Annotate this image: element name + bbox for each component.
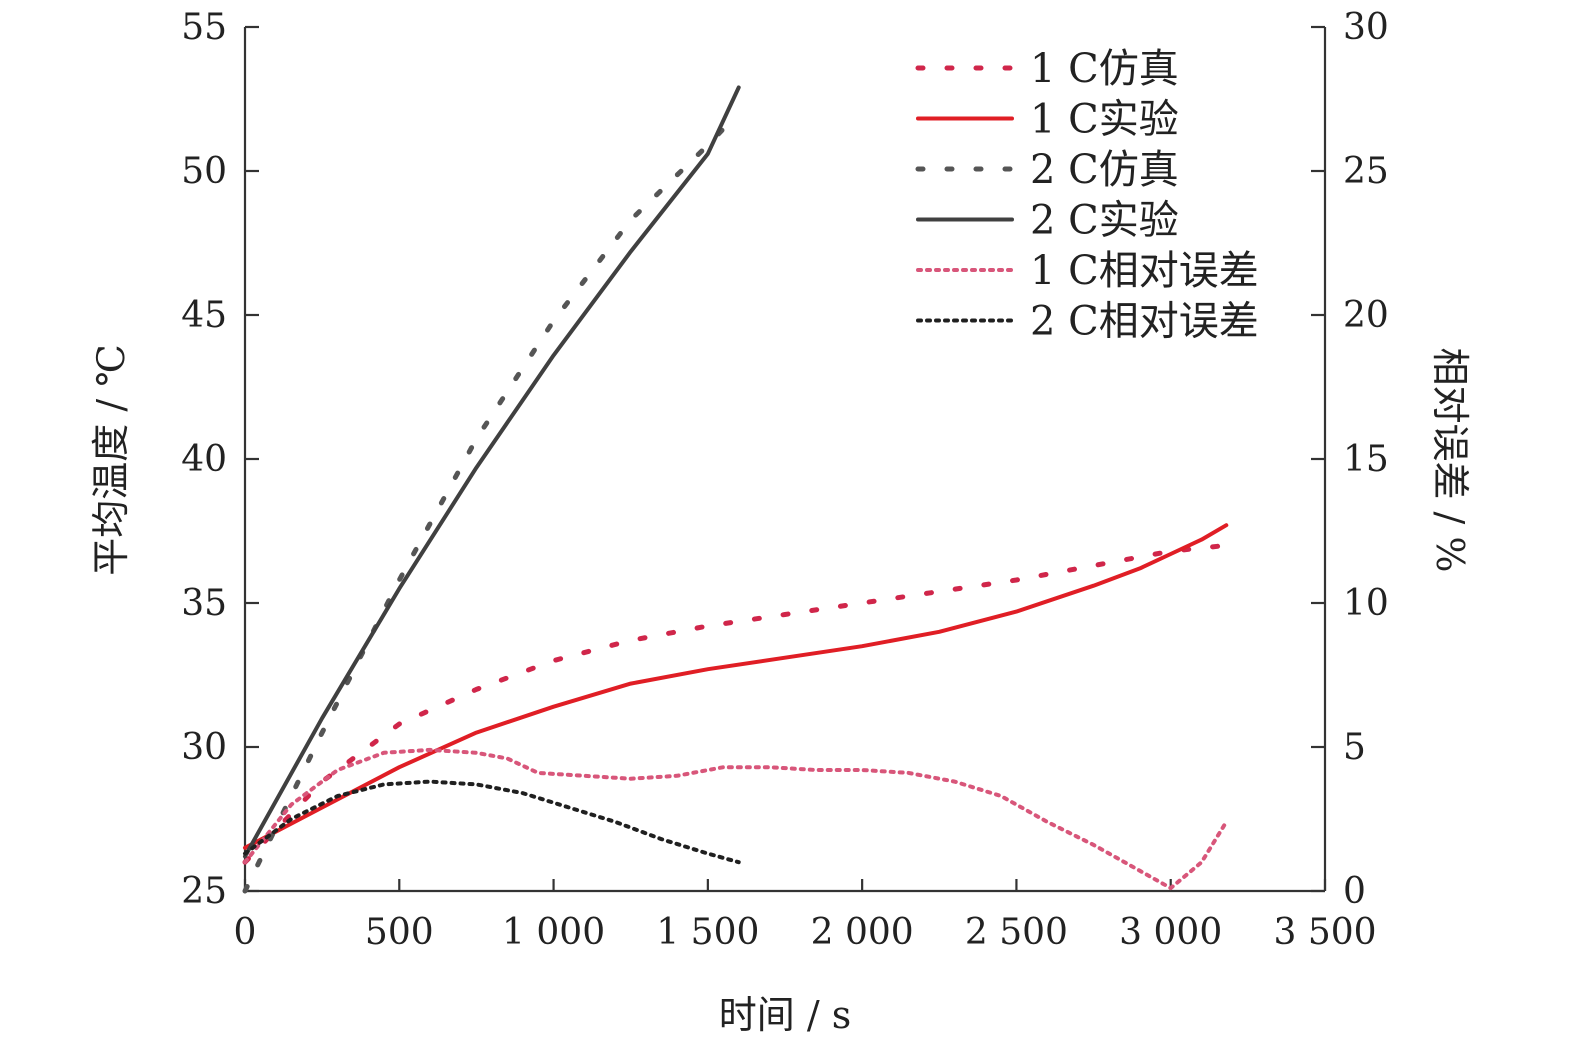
y-left-tick-label: 45 (181, 295, 227, 336)
y-left-tick-label: 55 (181, 7, 227, 48)
series-line-2 (243, 523, 1229, 850)
y-right-tick-label: 0 (1343, 871, 1366, 912)
y-left-tick-label: 50 (181, 151, 227, 192)
x-tick-label: 3 000 (1119, 912, 1222, 953)
legend-label-6: 2 C相对误差 (1030, 299, 1259, 345)
y-axis-left-title: 平均温度 / ℃ (89, 344, 133, 575)
x-tick-label: 2 000 (811, 912, 914, 953)
legend-label-3: 2 C仿真 (1030, 147, 1179, 193)
axes: 0 500 1 000 1 500 2 000 2 500 3 000 3 500253035… (181, 7, 1389, 953)
series-line-1 (242, 542, 1229, 865)
x-tick-label: 1 500 (656, 912, 759, 953)
series-line-3 (242, 116, 735, 894)
x-tick-label: 2 500 (965, 912, 1068, 953)
y-axis-right-title: 相对误差 / % (1428, 347, 1472, 572)
series-layer (242, 85, 1229, 894)
y-right-tick-label: 20 (1343, 295, 1389, 336)
legend-label-1: 1 C仿真 (1030, 46, 1179, 92)
legend-label-4: 2 C实验 (1030, 198, 1179, 244)
series-line-6 (243, 779, 741, 865)
y-left-tick-label: 40 (181, 439, 227, 480)
y-left-tick-label: 30 (181, 727, 227, 768)
y-left-tick-label: 25 (181, 871, 227, 912)
y-right-tick-label: 25 (1343, 151, 1389, 192)
legend-label-5: 1 C相对误差 (1030, 248, 1259, 294)
x-axis-title: 时间 / s (719, 993, 851, 1037)
series-line-5 (243, 747, 1229, 891)
x-tick-label: 1 000 (502, 912, 605, 953)
y-right-tick-label: 30 (1343, 7, 1389, 48)
y-left-tick-label: 35 (181, 583, 227, 624)
y-right-tick-label: 15 (1343, 439, 1389, 480)
y-right-tick-label: 5 (1343, 727, 1366, 768)
x-tick-label: 0 (234, 912, 257, 953)
series-line-4 (243, 85, 741, 859)
legend-label-2: 1 C实验 (1030, 97, 1179, 143)
x-tick-label: 3 500 (1273, 912, 1376, 953)
y-right-tick-label: 10 (1343, 583, 1389, 624)
x-tick-label: 500 (365, 912, 434, 953)
